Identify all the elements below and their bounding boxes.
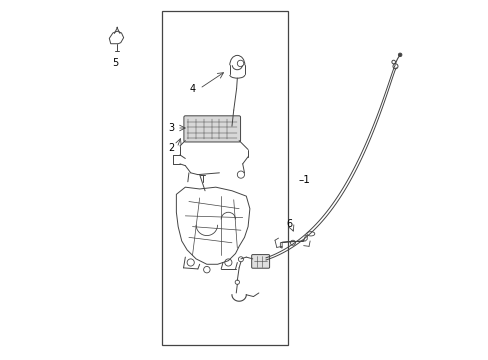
- Circle shape: [398, 53, 401, 57]
- Text: 2: 2: [167, 143, 174, 153]
- Text: 5: 5: [112, 58, 118, 68]
- Polygon shape: [109, 31, 123, 44]
- Polygon shape: [176, 187, 249, 264]
- FancyBboxPatch shape: [251, 255, 269, 268]
- Circle shape: [230, 126, 233, 130]
- Text: 6: 6: [285, 219, 292, 229]
- FancyBboxPatch shape: [183, 116, 240, 142]
- Text: 4: 4: [189, 84, 195, 94]
- Text: 3: 3: [167, 123, 174, 133]
- Ellipse shape: [192, 126, 200, 131]
- Ellipse shape: [189, 123, 203, 133]
- Text: –1: –1: [298, 175, 309, 185]
- Bar: [162, 12, 287, 345]
- Polygon shape: [280, 235, 306, 248]
